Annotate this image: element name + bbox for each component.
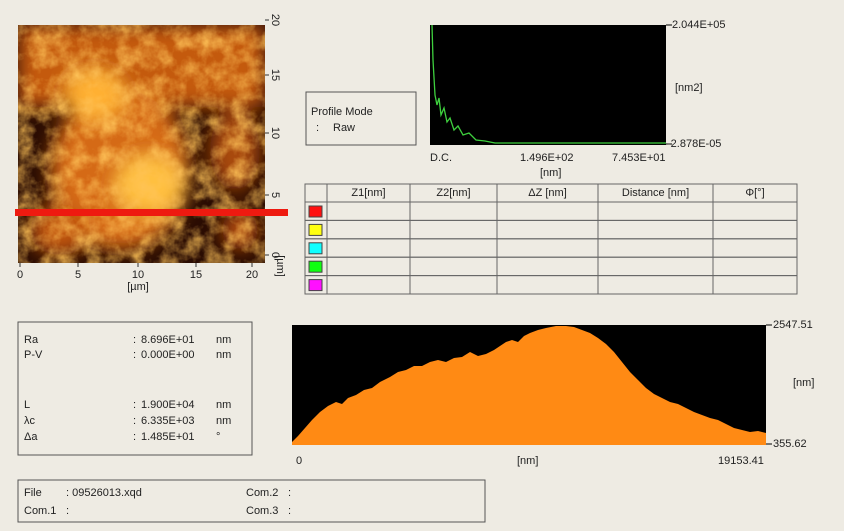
cell: [410, 220, 497, 238]
color-swatch: [309, 206, 322, 217]
cell: [598, 257, 713, 275]
com1-value: :: [66, 505, 69, 517]
spectrum-plot: [430, 25, 666, 145]
stat-unit: °: [216, 431, 220, 443]
cell: [598, 239, 713, 257]
profile-mode-box: [306, 92, 416, 145]
file-value: : 09526013.xqd: [66, 487, 142, 499]
color-swatch: [309, 280, 322, 291]
stat-unit: nm: [216, 415, 231, 427]
cell: [713, 276, 797, 294]
measurement-table: Z1[nm] Z2[nm] ΔZ [nm] Distance [nm] Φ[°]: [305, 184, 797, 294]
stat-sep: :: [133, 399, 136, 411]
stat-sep: :: [133, 334, 136, 346]
profile-unit: [nm]: [793, 377, 814, 389]
x-tick-label: 5: [75, 269, 81, 281]
profile-x-end: 19153.41: [718, 455, 764, 467]
spectrum-x-label: 7.453E+01: [612, 152, 666, 164]
cell: [713, 220, 797, 238]
stat-label: L: [24, 399, 30, 411]
com3-value: :: [288, 505, 291, 517]
profile-mode-value: Raw: [333, 122, 355, 134]
column-header: Distance [nm]: [622, 187, 689, 199]
profile-x-unit: [nm]: [517, 455, 538, 467]
cell: [497, 220, 598, 238]
x-tick-label: 15: [190, 269, 202, 281]
cell: [410, 257, 497, 275]
stat-unit: nm: [216, 349, 231, 361]
com3-label: Com.3: [246, 505, 278, 517]
page: Profile Mode : Raw 2.044E+05 [nm2] -2.87…: [0, 0, 844, 531]
stat-sep: :: [133, 415, 136, 427]
cell: [497, 202, 598, 220]
stat-label: λc: [24, 415, 36, 427]
afm-image: [18, 25, 265, 263]
stat-label: Ra: [24, 334, 39, 346]
cell: [327, 202, 410, 220]
stat-value: 8.696E+01: [141, 334, 195, 346]
y-unit: [µm]: [274, 255, 286, 277]
cell: [327, 276, 410, 294]
stat-value: 0.000E+00: [141, 349, 195, 361]
cell: [327, 239, 410, 257]
stat-value: 6.335E+03: [141, 415, 195, 427]
spectrum-top-label: 2.044E+05: [672, 19, 726, 31]
com1-label: Com.1: [24, 505, 56, 517]
spectrum-unit: [nm2]: [675, 82, 703, 94]
cell: [327, 220, 410, 238]
stat-sep: :: [133, 349, 136, 361]
cell: [713, 257, 797, 275]
cell: [713, 239, 797, 257]
cell: [410, 276, 497, 294]
com2-label: Com.2: [246, 487, 278, 499]
file-label: File: [24, 487, 42, 499]
stat-unit: nm: [216, 399, 231, 411]
cell: [497, 257, 598, 275]
y-tick-label: 15: [269, 69, 281, 81]
spectrum-x-label: 1.496E+02: [520, 152, 574, 164]
cell: [497, 276, 598, 294]
profile-bottom-label: 355.62: [773, 438, 807, 450]
profile-x-start: 0: [296, 455, 302, 467]
stat-value: 1.900E+04: [141, 399, 195, 411]
cell: [598, 276, 713, 294]
x-unit: [µm]: [127, 281, 149, 293]
x-tick-label: 10: [132, 269, 144, 281]
y-tick-label: 20: [269, 14, 281, 26]
profile-top-label: 2547.51: [773, 319, 813, 331]
column-header: Z2[nm]: [436, 187, 470, 199]
cell: [410, 202, 497, 220]
column-header: Φ[°]: [745, 187, 764, 199]
cell: [713, 202, 797, 220]
profile-mode-sep: :: [316, 122, 319, 134]
column-header: ΔZ [nm]: [528, 187, 567, 199]
profile-mode-title: Profile Mode: [311, 106, 373, 118]
header-cell: [305, 184, 327, 202]
color-swatch: [309, 261, 322, 272]
stat-label: P-V: [24, 349, 43, 361]
y-tick-label: 10: [269, 127, 281, 139]
color-swatch: [309, 243, 322, 254]
x-tick-label: 0: [17, 269, 23, 281]
spectrum-bottom-label: -2.878E-05: [667, 138, 721, 150]
spectrum-x-label: D.C.: [430, 152, 452, 164]
cell: [410, 239, 497, 257]
cell: [598, 220, 713, 238]
app-window: Profile Mode : Raw 2.044E+05 [nm2] -2.87…: [0, 0, 844, 531]
x-tick-label: 20: [246, 269, 258, 281]
column-header: Z1[nm]: [351, 187, 385, 199]
y-tick-label: 5: [269, 192, 281, 198]
color-swatch: [309, 224, 322, 235]
stat-unit: nm: [216, 334, 231, 346]
stat-value: 1.485E+01: [141, 431, 195, 443]
spectrum-x-unit: [nm]: [540, 167, 561, 179]
profile-line: [15, 209, 288, 216]
com2-value: :: [288, 487, 291, 499]
cell: [327, 257, 410, 275]
stat-label: Δa: [24, 431, 38, 443]
stat-sep: :: [133, 431, 136, 443]
cell: [598, 202, 713, 220]
cell: [497, 239, 598, 257]
